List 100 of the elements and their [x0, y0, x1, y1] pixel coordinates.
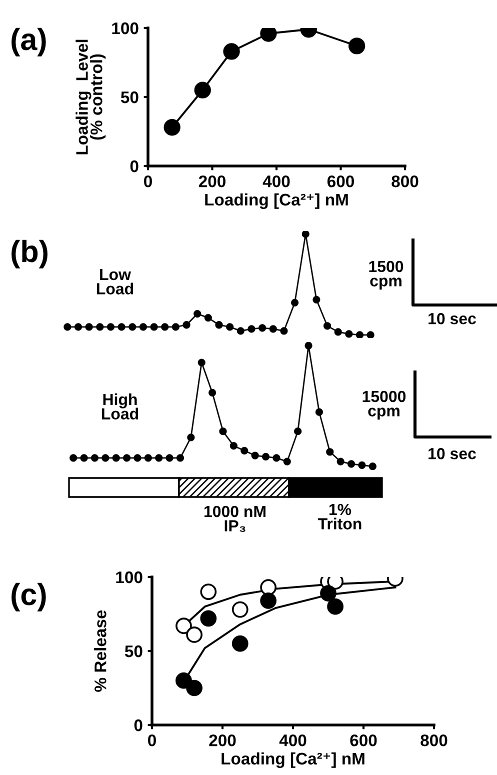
annotation: High Load	[102, 393, 138, 420]
point	[74, 323, 82, 331]
point	[219, 428, 227, 436]
y-axis-title: % Release	[94, 610, 106, 692]
point	[269, 325, 277, 333]
point	[134, 454, 142, 462]
point	[323, 322, 332, 330]
point	[176, 454, 184, 462]
point	[70, 454, 78, 462]
point	[320, 585, 336, 602]
point	[326, 448, 334, 456]
point	[240, 446, 248, 454]
point	[345, 330, 353, 338]
x-axis-title: Loading [Ca²⁺] nM	[205, 193, 348, 209]
point	[194, 82, 211, 98]
point	[172, 323, 180, 331]
y-tick-label: 0	[134, 719, 142, 732]
point	[80, 454, 88, 462]
point	[176, 672, 192, 689]
point	[166, 454, 174, 462]
text: 10 sec	[428, 312, 476, 324]
x-tick-label: 400	[262, 175, 290, 188]
point	[226, 323, 234, 331]
point	[118, 323, 126, 331]
point	[248, 325, 256, 333]
point	[290, 298, 299, 306]
y-tick-label: 50	[124, 645, 142, 658]
chart-title: (c)	[12, 582, 46, 612]
annotation: 1500 cpm	[369, 260, 404, 290]
chart-title: (b)	[12, 240, 48, 268]
point	[200, 610, 217, 627]
x-tick-label: 600	[327, 175, 354, 188]
point	[122, 454, 131, 462]
point	[327, 598, 344, 615]
point	[144, 454, 152, 462]
point	[155, 454, 163, 462]
x-tick-label: 200	[198, 175, 226, 188]
point	[176, 618, 192, 634]
point	[272, 454, 280, 462]
x-tick-label: 0	[144, 175, 152, 188]
point	[96, 323, 104, 331]
point	[260, 592, 277, 609]
point	[85, 323, 93, 331]
point	[232, 601, 248, 618]
point	[366, 331, 374, 338]
point	[236, 327, 244, 335]
y-tick-label: 100	[116, 571, 142, 584]
x-tick-label: 800	[392, 175, 418, 188]
point	[304, 342, 312, 350]
y-tick-label: 0	[130, 160, 138, 172]
y-tick-label: 50	[120, 91, 138, 104]
point	[368, 462, 376, 470]
point	[258, 324, 266, 332]
x-tick-label: 400	[279, 734, 306, 746]
point	[208, 388, 216, 397]
point	[336, 458, 344, 466]
y-tick-label: 100	[112, 22, 138, 34]
point	[187, 434, 195, 442]
point	[215, 321, 223, 329]
point	[230, 442, 238, 450]
point	[194, 310, 202, 318]
point	[90, 454, 99, 462]
point	[200, 584, 217, 600]
point	[150, 323, 158, 331]
x-tick-label: 200	[209, 734, 236, 746]
point	[356, 331, 364, 338]
point	[128, 323, 136, 331]
point	[64, 323, 72, 331]
chart-title: (a)	[12, 28, 46, 56]
point	[283, 458, 291, 466]
point	[164, 119, 180, 136]
x-tick-label: 0	[148, 734, 156, 746]
point	[182, 321, 190, 329]
point	[161, 323, 169, 331]
point	[348, 38, 366, 54]
text: 1000 nM IP₃	[204, 506, 266, 532]
point	[251, 452, 259, 460]
point	[280, 327, 288, 335]
point	[312, 296, 320, 304]
point	[186, 626, 202, 643]
point	[302, 231, 310, 238]
point	[198, 358, 206, 366]
annotation: 15000 cpm	[362, 390, 406, 420]
x-tick-label: 800	[420, 734, 448, 746]
point	[102, 454, 110, 462]
point	[223, 43, 240, 60]
x-tick-label: 600	[350, 734, 377, 746]
point	[106, 323, 115, 331]
point	[139, 323, 148, 331]
point	[112, 454, 120, 462]
point	[204, 314, 212, 322]
annotation: Low Load	[96, 268, 134, 294]
point	[347, 460, 356, 468]
text: 1% Triton	[318, 504, 362, 530]
point	[262, 452, 270, 461]
point	[334, 328, 342, 336]
point	[315, 408, 324, 416]
point	[358, 461, 366, 469]
point	[232, 635, 248, 652]
text: 10 sec	[428, 448, 476, 460]
